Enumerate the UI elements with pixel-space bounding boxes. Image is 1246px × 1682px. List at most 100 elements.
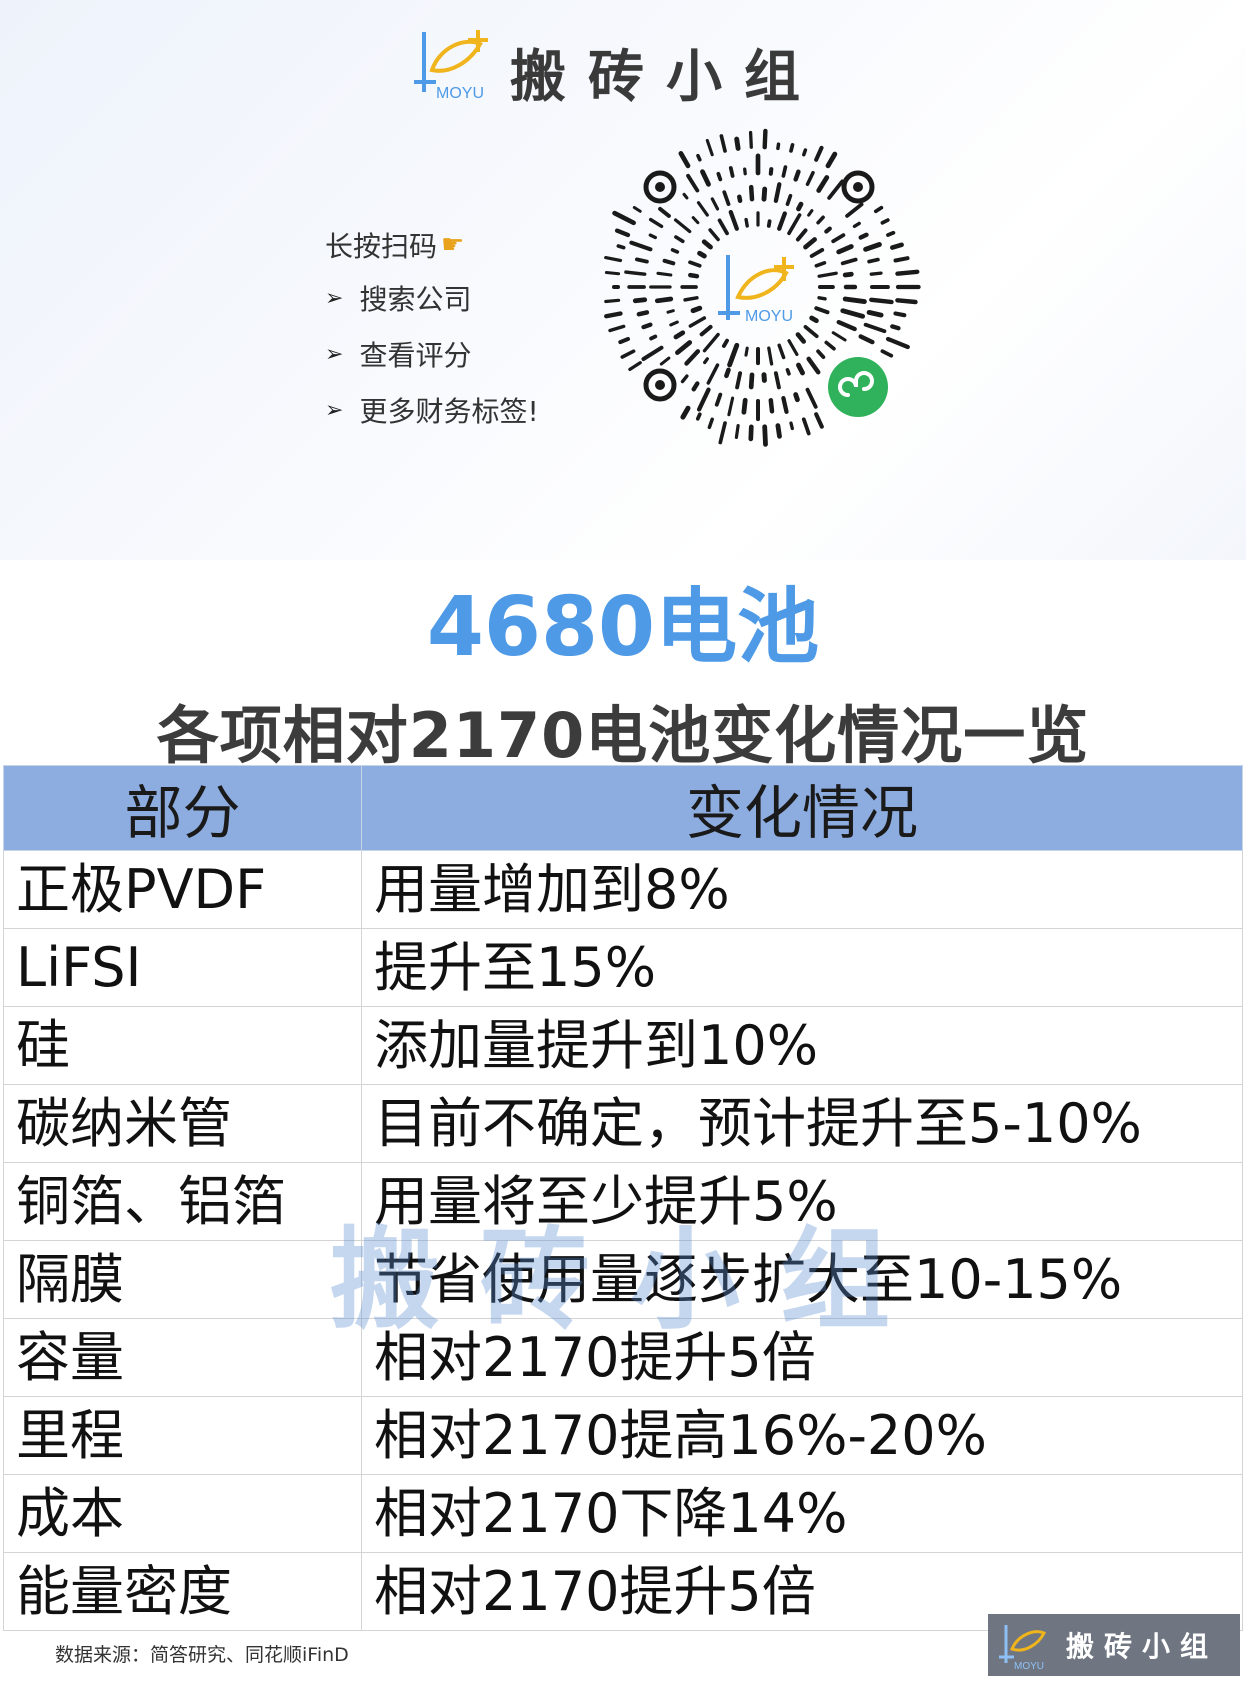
- page-title: 4680电池: [426, 580, 820, 675]
- qr-ray: [806, 356, 821, 375]
- column-header-change: 变化情况: [361, 765, 1243, 851]
- promo-item-label: 搜索公司: [359, 283, 472, 316]
- qr-ray: [748, 184, 755, 202]
- qr-ray: [618, 337, 630, 345]
- qr-ray: [789, 421, 794, 431]
- qr-ray: [703, 357, 709, 365]
- qr-ray: [895, 298, 918, 305]
- qr-ray: [744, 217, 749, 228]
- qr-ray: [728, 209, 739, 231]
- qr-logo-text: MOYU: [745, 308, 793, 325]
- qr-ray: [734, 136, 741, 151]
- qr-ray: [684, 349, 701, 366]
- qr-ray: [802, 148, 808, 157]
- qr-ray: [701, 239, 713, 250]
- qr-ray: [781, 395, 789, 414]
- qr-ray: [768, 398, 775, 414]
- qr-ray: [608, 324, 626, 333]
- qr-ray: [727, 396, 735, 417]
- arrow-bullet-icon: ➢: [325, 341, 344, 367]
- qr-ray: [748, 424, 754, 442]
- qr-ray: [796, 362, 805, 376]
- qr-ray: [893, 311, 907, 318]
- qr-ray: [795, 332, 806, 344]
- qr-ray: [688, 316, 707, 328]
- promo-item: ➢ 搜索公司: [325, 270, 645, 326]
- table-row: 隔膜 节省使用量逐步扩大至10-15%: [3, 1240, 1243, 1319]
- qr-ray: [793, 392, 800, 403]
- qr-ray: [620, 349, 636, 359]
- qr-ray: [762, 424, 768, 447]
- qr-ray: [793, 169, 801, 182]
- qr-ray: [777, 211, 787, 231]
- cell-part: 里程: [3, 1396, 362, 1475]
- qr-ray: [807, 209, 814, 217]
- qr-ray: [852, 221, 861, 229]
- qr-center-logo-icon: MOYU: [718, 255, 794, 325]
- cell-part: 容量: [3, 1318, 362, 1397]
- qr-ray: [616, 244, 626, 250]
- qr-ray: [673, 218, 692, 234]
- page-subtitle: 各项相对2170电池变化情况一览: [156, 699, 1090, 772]
- qr-ray: [803, 324, 819, 339]
- cell-part: 铜箔、铝箔: [3, 1162, 362, 1241]
- qr-ray: [741, 397, 748, 415]
- qr-ray: [787, 339, 799, 356]
- qr-ray: [624, 270, 647, 276]
- cell-change: 添加量提升到10%: [361, 1006, 1243, 1085]
- qr-ray: [666, 309, 675, 314]
- promo-title: 长按扫码: [325, 230, 438, 263]
- wechat-mini-program-icon: [828, 357, 888, 417]
- qr-ray: [658, 206, 671, 218]
- qr-ray: [824, 226, 832, 234]
- qr-ray: [734, 424, 740, 439]
- arrow-bullet-icon: ➢: [325, 285, 344, 311]
- cell-change: 相对2170下降14%: [361, 1474, 1243, 1553]
- table-row: 正极PVDF 用量增加到8%: [3, 850, 1243, 929]
- qr-ray: [669, 320, 679, 327]
- qr-ray: [858, 334, 875, 345]
- qr-ray: [787, 213, 802, 236]
- qr-ray: [814, 306, 830, 315]
- qr-ray: [678, 150, 691, 169]
- cell-part: 成本: [3, 1474, 362, 1553]
- qr-ray: [604, 298, 621, 304]
- qr-ray: [656, 271, 673, 277]
- qr-ray: [766, 219, 772, 228]
- qr-ray: [670, 248, 680, 254]
- promo-item-label: 更多财务标签!: [359, 395, 539, 428]
- qr-ray: [641, 322, 653, 330]
- qr-ray: [768, 167, 774, 176]
- qr-ray: [629, 240, 653, 252]
- qr-ray: [776, 142, 781, 151]
- qr-ray: [614, 228, 631, 238]
- qr-ray: [801, 417, 811, 436]
- qr-ray: [873, 205, 884, 214]
- table-row: 铜箔、铝箔 用量将至少提升5%: [3, 1162, 1243, 1241]
- qr-ray: [724, 367, 731, 379]
- qr-ray: [716, 171, 723, 182]
- qr-ray: [659, 356, 671, 366]
- qr-ray: [814, 145, 824, 162]
- qr-ray: [816, 349, 826, 360]
- qr-ray: [690, 305, 703, 314]
- qr-ray: [831, 233, 846, 244]
- qr-ray: [748, 130, 753, 149]
- qr-ray: [707, 417, 714, 430]
- footer-brand-badge: MOYU 搬砖小组: [988, 1614, 1240, 1676]
- qr-ray: [673, 330, 686, 340]
- cell-part: 正极PVDF: [3, 850, 362, 929]
- qr-ray: [842, 271, 854, 278]
- qr-finder-top-left-icon: [643, 170, 677, 204]
- qr-ray: [886, 230, 896, 237]
- qr-ray: [817, 271, 838, 278]
- mini-program-qr-code[interactable]: MOYU: [590, 125, 950, 485]
- arrow-bullet-icon: ➢: [325, 397, 344, 423]
- cell-change: 用量将至少提升5%: [361, 1162, 1243, 1241]
- qr-ray: [696, 153, 702, 162]
- qr-ray: [714, 392, 723, 407]
- qr-ray: [710, 197, 720, 211]
- qr-ray: [817, 296, 827, 301]
- qr-ray: [816, 215, 825, 225]
- qr-ray: [895, 269, 920, 276]
